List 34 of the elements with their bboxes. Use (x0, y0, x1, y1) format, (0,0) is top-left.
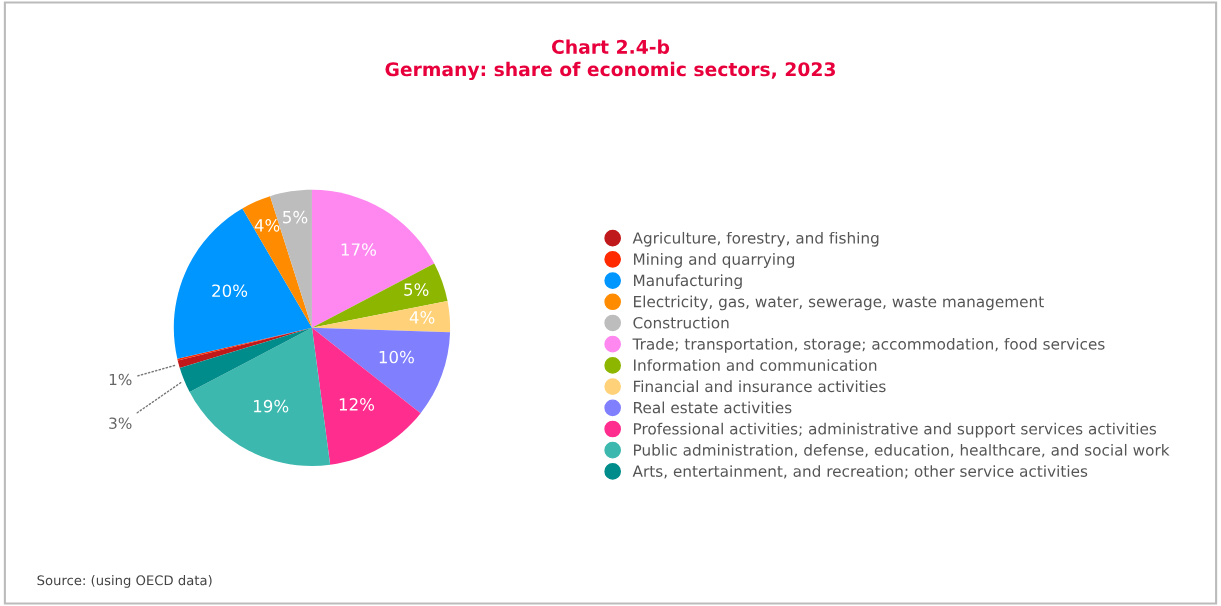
pie-slice (311, 263, 448, 328)
legend-label: Professional activities; administrative and support services activities (634, 422, 1157, 438)
data-label: 4% (254, 219, 280, 232)
chart-title: Chart 2.4-b Germany: share of economic sectors, 2023 (385, 39, 835, 81)
pie-slice (179, 327, 312, 393)
legend-label: Public administration, defense, education, healthcare, and social work (634, 443, 1170, 458)
pie-slice (173, 208, 312, 359)
legend-label: Real estate activities (634, 401, 792, 414)
data-label: 17% (341, 243, 377, 256)
legend-label: Electricity, gas, water, sewerage, waste management (634, 295, 1044, 311)
source-note: Source: (using OECD data) (37, 575, 212, 588)
data-label: 1% (109, 373, 132, 386)
legend-label: Manufacturing (634, 274, 742, 290)
data-label: 5% (283, 210, 308, 224)
data-label: 10% (379, 350, 414, 364)
pie-slice (311, 189, 435, 328)
legend-label: Trade; transportation, storage; accommodation, food services (632, 337, 1105, 353)
pie-slice (189, 327, 331, 466)
pie-slice (311, 327, 421, 465)
data-label: 19% (254, 399, 289, 413)
legend-label: Construction (633, 316, 729, 329)
legend-label: Arts, entertainment, and recreation; other service activities (632, 465, 1088, 479)
legend-label: Agriculture, forestry, and fishing (632, 231, 879, 247)
pie-slice (177, 327, 312, 369)
data-label: 12% (339, 398, 375, 411)
data-label: 5% (404, 283, 429, 296)
pie-slice (311, 301, 451, 333)
legend-label: Financial and insurance activities (634, 380, 886, 393)
legend-label: Mining and quarrying (634, 253, 795, 268)
data-label: 3% (109, 417, 132, 429)
data-label: 20% (212, 284, 248, 298)
pie-slice (311, 327, 451, 414)
data-label: 4% (409, 311, 435, 324)
legend-label: Information and communication (634, 359, 877, 371)
